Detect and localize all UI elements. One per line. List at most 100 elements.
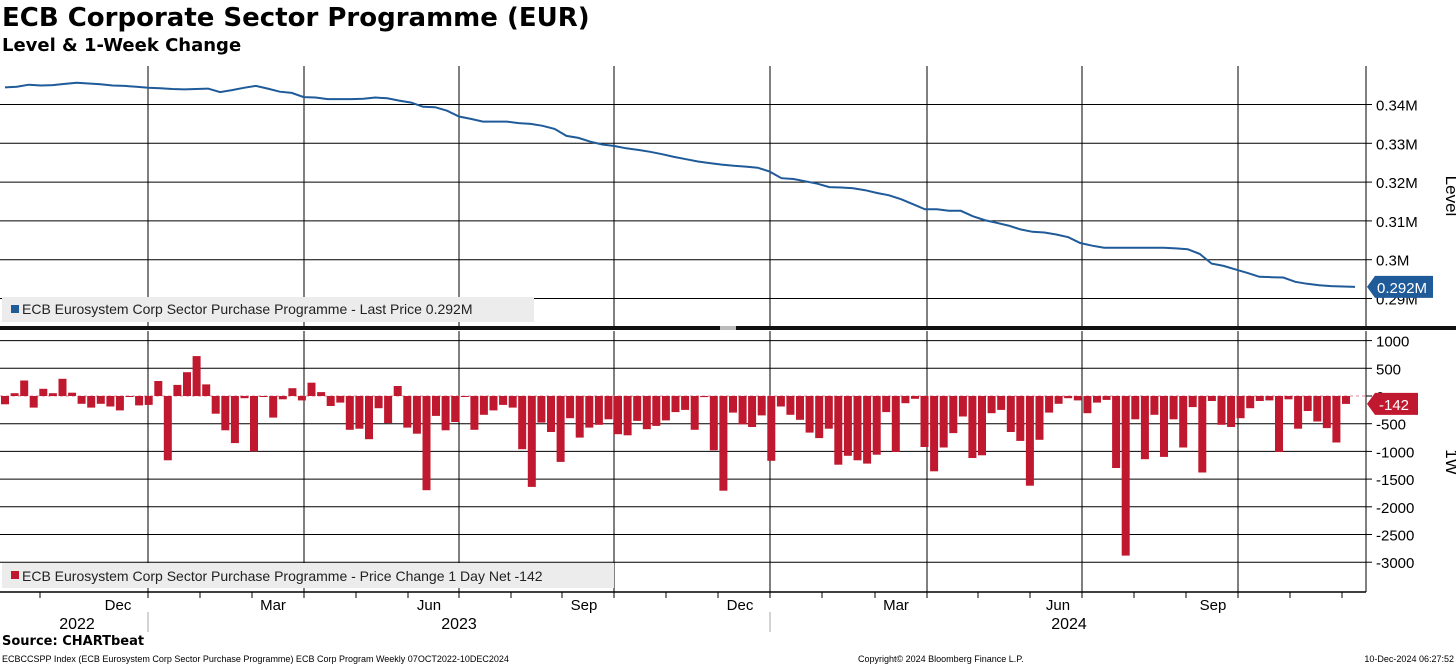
change-bar [39, 388, 48, 396]
change-bar [891, 396, 900, 452]
change-bar [920, 396, 929, 447]
top-ytick-label-2: 0.31M [1376, 214, 1418, 231]
change-bar [202, 384, 211, 396]
top-y-axis-title: Level [1442, 176, 1456, 217]
change-bar [345, 396, 354, 430]
top-legend-swatch [11, 305, 19, 313]
change-bar [307, 382, 316, 396]
change-bar [508, 396, 517, 408]
top-ytick-label-5: 0.34M [1376, 98, 1418, 115]
change-bar [757, 396, 766, 416]
footer-index-description: ECBCCSPP Index (ECB Eurosystem Corp Sect… [2, 654, 509, 664]
change-bar [1342, 396, 1350, 404]
change-bar [499, 396, 508, 405]
top-legend-box [2, 297, 534, 322]
bottom-ytick-label-3: -1500 [1376, 472, 1414, 489]
change-bar [1006, 396, 1015, 432]
change-bar [748, 396, 757, 427]
x-year-label-2: 2024 [1051, 616, 1087, 633]
change-bar [230, 396, 239, 444]
change-bar [939, 396, 948, 448]
change-bar [115, 396, 124, 411]
top-ytick-label-1: 0.3M [1376, 253, 1409, 270]
change-bar [1064, 396, 1073, 399]
footer-copyright: Copyright© 2024 Bloomberg Finance L.P. [858, 654, 1024, 664]
change-bar [527, 396, 536, 487]
change-bar [470, 396, 479, 430]
change-bar [1255, 396, 1264, 401]
x-year-label-0: 2022 [59, 616, 95, 633]
change-bar [594, 396, 603, 425]
change-bar [614, 396, 622, 435]
change-bar [1303, 396, 1312, 411]
change-bar [125, 396, 134, 397]
change-bar [355, 396, 364, 429]
bottom-ytick-label-2: -2000 [1376, 500, 1414, 517]
change-bar [1169, 396, 1178, 420]
change-bar [805, 396, 814, 433]
change-bar [997, 396, 1006, 410]
change-bar [1275, 396, 1283, 452]
change-bar [1236, 396, 1245, 419]
top-legend-label: ECB Eurosystem Corp Sector Purchase Prog… [22, 301, 473, 317]
change-bar [183, 372, 191, 396]
change-bar [211, 396, 220, 414]
change-bar [824, 396, 833, 429]
change-bar [1322, 396, 1331, 429]
x-month-label-1: Mar [260, 597, 286, 614]
bottom-ytick-label-4: -1000 [1376, 444, 1414, 461]
change-bar [1121, 396, 1130, 556]
change-bar [978, 396, 986, 456]
change-bar [250, 396, 258, 452]
change-bar [441, 396, 450, 431]
change-bar [968, 396, 977, 458]
change-bar [163, 396, 172, 461]
change-bar [1217, 396, 1226, 425]
change-bar [987, 396, 996, 414]
change-bar [690, 396, 699, 430]
footer-timestamp: 10-Dec-2024 06:27:52 [1364, 654, 1454, 664]
x-month-label-5: Mar [883, 597, 909, 614]
change-bar [709, 396, 718, 451]
change-bar [297, 396, 306, 401]
change-bar [901, 396, 910, 404]
change-bar [566, 396, 575, 419]
change-bar [1112, 396, 1121, 468]
change-bar [585, 396, 594, 428]
change-bar [154, 381, 163, 396]
change-bar [1035, 396, 1044, 440]
change-bar [374, 396, 383, 409]
change-bar [20, 380, 29, 396]
change-bar [336, 396, 345, 403]
change-bar [326, 396, 335, 406]
change-bar [58, 378, 67, 396]
change-bar [882, 396, 891, 413]
change-bar [681, 396, 690, 410]
bottom-legend-label: ECB Eurosystem Corp Sector Purchase Prog… [22, 568, 543, 584]
bottom-y-axis-title: 1W [1442, 449, 1456, 475]
x-month-label-4: Dec [727, 597, 754, 614]
change-bar [767, 396, 776, 461]
change-bar [96, 396, 105, 404]
change-bar [1093, 396, 1101, 403]
change-bar [240, 396, 249, 399]
panel-separator-grip [720, 326, 736, 330]
change-bar [479, 396, 488, 415]
change-bar [87, 396, 96, 408]
change-bar [1332, 396, 1341, 443]
change-bar [700, 396, 709, 398]
x-month-label-7: Sep [1200, 597, 1227, 614]
bottom-ytick-label-7: 500 [1376, 361, 1401, 378]
change-bar [1294, 396, 1303, 429]
change-bar [1160, 396, 1168, 457]
change-bar [317, 392, 326, 396]
change-bar [48, 393, 57, 396]
change-bar [786, 396, 795, 415]
change-last-value-tag [1367, 392, 1418, 415]
change-bar [192, 356, 201, 396]
change-bar [393, 386, 402, 396]
change-bar [1284, 396, 1293, 400]
change-bar [843, 396, 852, 456]
change-bar [911, 396, 919, 399]
